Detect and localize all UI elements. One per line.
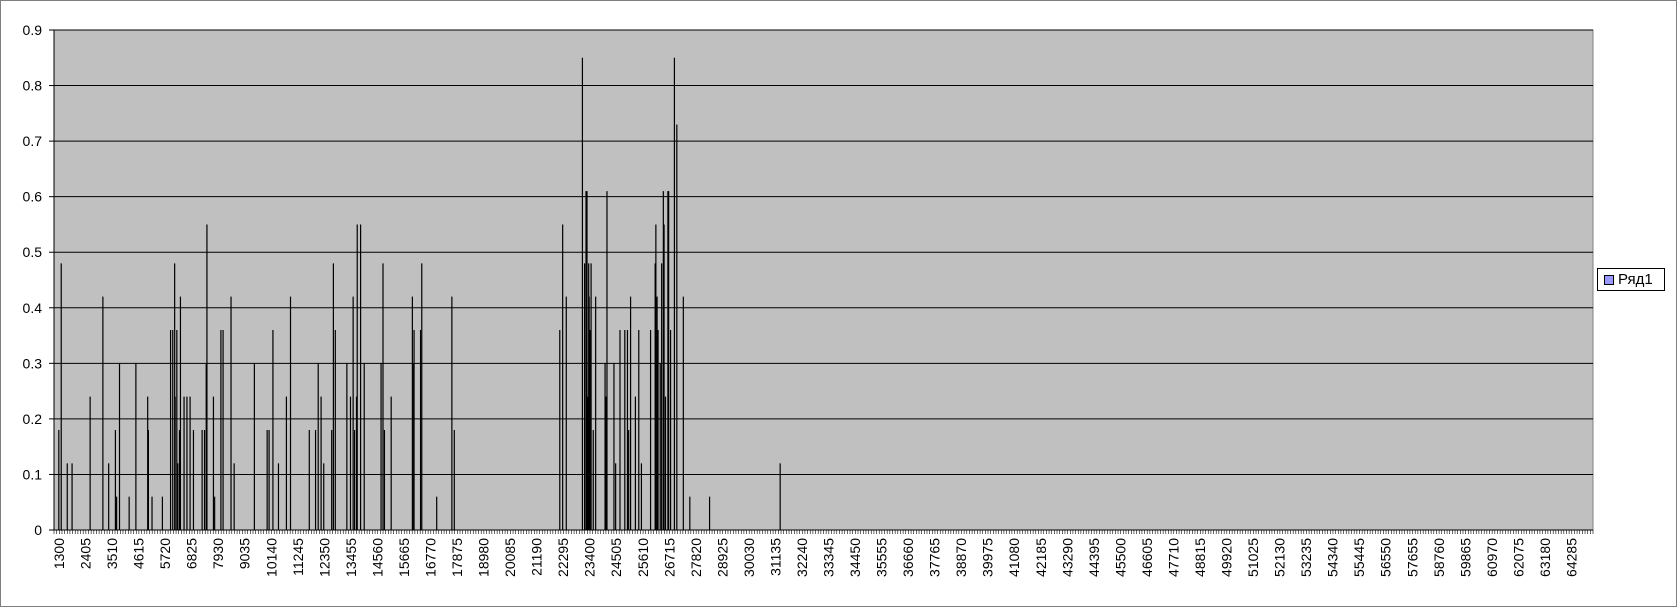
x-tick-label: 59865 xyxy=(1457,538,1473,577)
x-tick-label: 16770 xyxy=(422,538,438,577)
x-tick-label: 2405 xyxy=(78,538,94,569)
y-tick-label: 0.7 xyxy=(23,133,43,149)
x-tick-label: 12350 xyxy=(316,538,332,577)
x-tick-label: 51025 xyxy=(1245,538,1261,577)
x-tick-label: 34450 xyxy=(847,538,863,577)
x-tick-label: 5720 xyxy=(157,538,173,569)
x-tick-label: 41080 xyxy=(1006,538,1022,577)
x-tick-label: 21190 xyxy=(529,538,545,576)
plot-area xyxy=(53,29,1594,531)
axes: 0 0.1 0.2 0.3 0.4 0.5 0.6 0.7 0.8 0.9 1300 2405 3510… xyxy=(23,22,1594,577)
y-tick-label: 0.5 xyxy=(23,244,43,260)
y-tick-label: 0.2 xyxy=(23,411,43,427)
x-tick-label: 28925 xyxy=(714,538,730,577)
x-tick-label: 58760 xyxy=(1431,538,1447,577)
legend: Ряд1 xyxy=(1597,268,1665,291)
gridlines xyxy=(54,29,1593,475)
x-tick-label: 9035 xyxy=(237,538,253,569)
x-tick-label: 63180 xyxy=(1537,538,1553,577)
x-tick-label: 1300 xyxy=(51,538,67,569)
x-tick-label: 57655 xyxy=(1404,538,1420,577)
x-tick-label: 3510 xyxy=(104,538,120,569)
x-tick-label: 42185 xyxy=(1033,538,1049,577)
x-tick-label: 14560 xyxy=(369,538,385,577)
x-tick-label: 39975 xyxy=(980,538,996,577)
x-tick-label: 56550 xyxy=(1378,538,1394,577)
x-tick-label: 22295 xyxy=(555,538,571,577)
y-tick-label: 0.3 xyxy=(23,355,43,371)
x-tick-label: 36660 xyxy=(900,538,916,577)
y-tick-label: 0.8 xyxy=(23,78,43,94)
x-tick-label: 37765 xyxy=(927,538,943,577)
x-tick-label: 24505 xyxy=(608,538,624,577)
x-tick-label: 35555 xyxy=(874,538,890,577)
data-series xyxy=(58,57,781,530)
x-tick-label: 6825 xyxy=(184,538,200,569)
x-tick-label: 48815 xyxy=(1192,538,1208,577)
x-tick-label: 33345 xyxy=(821,538,837,577)
y-tick-label: 0.9 xyxy=(23,22,43,38)
x-tick-label: 13455 xyxy=(343,538,359,577)
x-tick-label: 38870 xyxy=(953,538,969,577)
y-tick-label: 0.1 xyxy=(23,466,43,482)
x-tick-label: 53235 xyxy=(1298,538,1314,577)
x-tick-label: 43290 xyxy=(1059,538,1075,577)
x-tick-label: 46605 xyxy=(1139,538,1155,577)
x-tick-label: 20085 xyxy=(502,538,518,577)
x-tick-label: 18980 xyxy=(476,538,492,577)
x-tick-label: 54340 xyxy=(1325,538,1341,577)
x-tick-label: 62075 xyxy=(1510,538,1526,577)
x-tick-label: 4615 xyxy=(131,538,147,569)
y-tick-label: 0.6 xyxy=(23,189,43,205)
legend-label: Ряд1 xyxy=(1618,271,1653,288)
legend-swatch xyxy=(1604,274,1614,285)
x-tick-label: 49920 xyxy=(1219,538,1235,577)
x-tick-label: 17875 xyxy=(449,538,465,577)
x-tick-label: 52130 xyxy=(1272,538,1288,577)
x-tick-label: 30030 xyxy=(741,538,757,577)
x-tick-label: 15665 xyxy=(396,538,412,577)
x-tick-label: 45500 xyxy=(1112,538,1128,577)
x-tick-label: 10140 xyxy=(263,538,279,577)
x-tick-label: 32240 xyxy=(794,538,810,577)
x-tick-label: 7930 xyxy=(210,538,226,569)
x-tick-label: 60970 xyxy=(1484,538,1500,577)
x-tick-label: 31135 xyxy=(767,538,783,576)
x-tick-label: 27820 xyxy=(688,538,704,577)
x-tick-label: 64285 xyxy=(1563,538,1579,577)
x-tick-label: 11245 xyxy=(290,538,306,576)
x-tick-label: 23400 xyxy=(582,538,598,577)
y-tick-label: 0 xyxy=(34,522,42,538)
x-tick-label: 26715 xyxy=(661,538,677,577)
x-tick-label: 55445 xyxy=(1351,538,1367,577)
x-tick-label: 25610 xyxy=(635,538,651,577)
x-tick-label: 47710 xyxy=(1165,538,1181,577)
y-tick-label: 0.4 xyxy=(23,300,43,316)
x-tick-label: 44395 xyxy=(1086,538,1102,577)
